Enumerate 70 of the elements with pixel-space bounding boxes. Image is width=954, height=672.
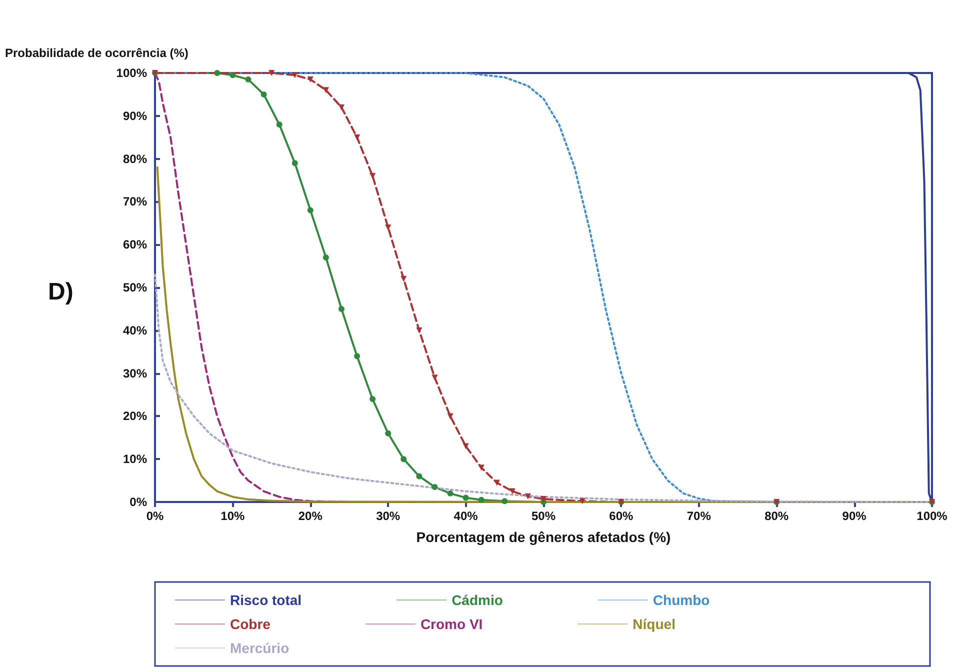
x-tick-label: 30% — [376, 509, 400, 523]
point — [307, 207, 314, 214]
y-axis-title: Probabilidade de ocorrência (%) — [5, 46, 188, 60]
legend-label: Mercúrio — [230, 640, 290, 656]
y-tick-label: 10% — [122, 452, 148, 466]
point — [322, 87, 329, 94]
point — [338, 306, 344, 312]
point — [354, 353, 360, 360]
point — [245, 76, 252, 82]
point — [230, 72, 236, 78]
point — [447, 490, 454, 496]
point — [478, 496, 484, 503]
point — [370, 396, 376, 402]
point — [292, 160, 298, 166]
legend-label: Cromo VI — [420, 616, 483, 632]
y-tick-label: 50% — [122, 280, 148, 294]
point — [292, 72, 298, 78]
point — [540, 496, 546, 502]
point — [524, 493, 531, 500]
point — [400, 276, 407, 282]
legend-label: Níquel — [632, 616, 676, 632]
y-tick-label: 40% — [122, 323, 148, 338]
x-axis-title: Porcentagem de gêneros afetados (%) — [416, 529, 671, 545]
point — [214, 70, 220, 76]
point — [462, 494, 469, 501]
x-tick-label: 60% — [609, 509, 634, 523]
point — [370, 172, 376, 179]
point — [307, 76, 314, 82]
point — [478, 464, 484, 471]
y-tick-label: 90% — [122, 108, 148, 123]
x-tick-label: 0% — [146, 509, 164, 523]
point — [432, 374, 438, 381]
point — [400, 456, 407, 462]
point — [494, 480, 500, 486]
x-tick-label: 20% — [298, 509, 323, 523]
text: D) — [48, 278, 74, 306]
point — [268, 70, 275, 76]
x-tick-label: 90% — [842, 509, 867, 523]
point — [260, 91, 267, 98]
x-tick-label: 40% — [454, 509, 478, 523]
legend-label: Risco total — [230, 592, 302, 608]
y-tick-label: 70% — [122, 194, 148, 209]
point — [432, 484, 438, 490]
y-tick-label: 80% — [122, 152, 148, 166]
point — [385, 224, 392, 230]
legend-label: Chumbo — [652, 592, 710, 608]
point — [416, 327, 422, 334]
y-tick-label: 0% — [130, 495, 148, 509]
legend-label: Cobre — [230, 616, 271, 632]
point — [385, 430, 392, 436]
legend-label: Cádmio — [452, 592, 503, 608]
point — [579, 498, 586, 504]
point — [416, 473, 422, 480]
point — [322, 254, 329, 260]
point — [462, 443, 469, 450]
x-tick-label: 10% — [220, 509, 246, 523]
y-tick-label: 60% — [122, 238, 148, 252]
point — [502, 498, 508, 504]
point — [338, 104, 344, 110]
point — [354, 134, 360, 140]
y-tick-label: 30% — [122, 366, 148, 380]
x-tick-label: 70% — [686, 509, 712, 523]
point — [276, 121, 282, 128]
x-tick-label: 80% — [764, 509, 789, 523]
y-tick-label: 20% — [122, 409, 148, 424]
point — [447, 413, 454, 420]
x-tick-label: 50% — [531, 509, 556, 523]
y-tick-label: 100% — [116, 66, 148, 80]
x-tick-label: 100% — [916, 509, 948, 523]
point — [509, 488, 516, 494]
